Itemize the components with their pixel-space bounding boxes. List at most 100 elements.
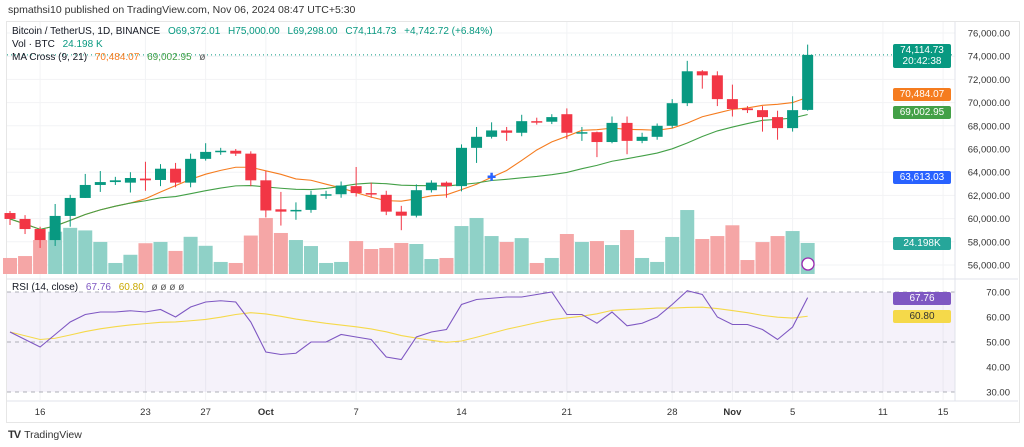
price-tick-label: 74,000.00 (968, 52, 1010, 63)
candle-body (651, 125, 663, 137)
candle (681, 60, 693, 107)
volume-bar (785, 231, 800, 274)
volume-bar (78, 230, 93, 274)
candle-body (79, 184, 91, 198)
ma-legend: MA Cross (9, 21) 70,484.07 69,002.95 ø (12, 52, 210, 64)
candle (561, 108, 573, 140)
volume-bar (273, 232, 288, 274)
volume-bar (33, 240, 48, 274)
candle-body (365, 193, 377, 195)
date-tick-label: 5 (790, 407, 795, 418)
volume-bar (710, 236, 725, 274)
candle (651, 123, 663, 140)
ma-slow-value: 69,002.95 (147, 52, 192, 63)
volume-bar (304, 246, 318, 274)
change-value: +4,742.72 (+6.84%) (404, 26, 493, 37)
volume-bar (439, 257, 454, 274)
candle (787, 96, 799, 132)
candle (365, 182, 377, 198)
date-tick-label: 28 (667, 407, 678, 418)
rsi-line (9, 290, 809, 361)
volume-bar (138, 243, 153, 274)
volume-bar (288, 240, 303, 274)
candle-body (531, 121, 543, 123)
candle (456, 144, 467, 192)
candle-body (666, 103, 678, 126)
date-tick-label: Nov (723, 407, 742, 418)
volume-bar (108, 262, 123, 274)
candle-body (546, 117, 558, 122)
candle (636, 132, 648, 144)
candle (4, 211, 16, 225)
candle (501, 126, 513, 141)
bar-countdown: 20:42:38 (902, 56, 942, 67)
volume-bar (213, 261, 228, 274)
volume-legend: Vol · BTC 24.198 K (12, 39, 108, 51)
volume-bar (183, 236, 198, 274)
rsi-tag: 67.76 (893, 292, 951, 305)
candle (124, 172, 136, 193)
low-value: L69,298.00 (287, 26, 338, 37)
candle-body (124, 178, 136, 183)
volume-bar (605, 245, 619, 274)
symbol-name[interactable]: Bitcoin / TetherUS, 1D, BINANCE (12, 26, 161, 37)
rsi-label[interactable]: RSI (14, close) (12, 282, 79, 293)
volume-value: 24.198 K (62, 39, 103, 50)
date-tick-label: 23 (140, 407, 151, 418)
candle (486, 122, 498, 139)
candle (320, 190, 332, 199)
candle (546, 114, 558, 125)
candle (425, 180, 437, 193)
candle-body (320, 194, 332, 196)
volume-bar (589, 241, 604, 274)
volume-bar (394, 242, 409, 274)
volume-bar (725, 225, 740, 274)
rsi-tick-label: 30.00 (986, 388, 1010, 399)
last-price-tag: 74,114.73 20:42:38 (893, 44, 951, 68)
candle-body (395, 211, 407, 216)
rsi-tick-label: 60.00 (986, 313, 1010, 324)
candle-body (275, 209, 287, 212)
volume-bar (168, 250, 183, 274)
volume-bar (499, 241, 514, 274)
rsi-ma-value: 60.80 (118, 282, 144, 293)
rsi-tick-label: 70.00 (986, 288, 1010, 299)
candle-body (636, 136, 648, 141)
candle (335, 181, 347, 198)
volume-bar (153, 241, 168, 274)
ma-label[interactable]: MA Cross (9, 21) (12, 52, 88, 63)
candle (155, 164, 166, 187)
candle-body (726, 99, 738, 109)
volume-bar (123, 254, 138, 274)
volume-label[interactable]: Vol · BTC (12, 39, 55, 50)
candle (305, 190, 317, 213)
candle (591, 131, 603, 158)
candle (139, 161, 151, 191)
last-price: 74,114.73 (900, 45, 944, 56)
volume-bar (454, 226, 469, 274)
candle (696, 70, 708, 89)
volume-bar (650, 261, 665, 274)
candle (711, 71, 723, 107)
candle-body (591, 132, 603, 143)
tradingview-brand[interactable]: TV TradingView (8, 429, 82, 441)
candle-body (245, 153, 257, 181)
volume-bar (243, 235, 258, 274)
candle-body (787, 110, 799, 129)
volume-bar (258, 217, 273, 274)
volume-bar (740, 260, 755, 274)
candle (516, 114, 528, 137)
volume-bar (559, 234, 574, 274)
candle-body (4, 213, 16, 219)
candle (621, 116, 633, 155)
candle-body (576, 132, 588, 134)
volume-bar (18, 256, 33, 274)
rsi-ma-tag: 60.80 (893, 310, 951, 323)
candle-body (260, 180, 272, 211)
price-tick-label: 62,000.00 (968, 191, 1010, 202)
ma-fast-line (9, 96, 808, 230)
candle-body (350, 186, 362, 194)
close-value: C74,114.73 (345, 26, 397, 37)
candle (49, 203, 61, 246)
